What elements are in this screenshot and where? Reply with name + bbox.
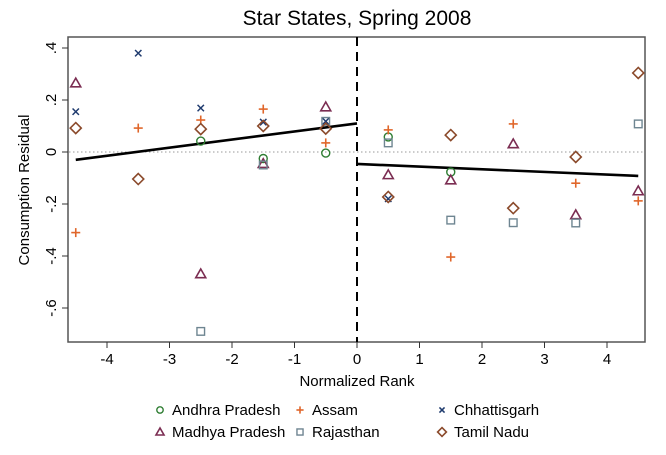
x-tick-label: -2 — [225, 351, 238, 368]
plus-point — [633, 196, 643, 206]
legend: Andhra Pradesh Assam Chhattisgarh Madhya Pr… — [154, 402, 539, 441]
circle-point — [196, 136, 206, 146]
x-legend-icon — [438, 406, 446, 414]
triangle-point — [631, 184, 645, 196]
data-points — [69, 49, 645, 336]
x-point — [134, 49, 142, 57]
x-tick-label: 3 — [540, 351, 548, 368]
circle-legend-icon — [156, 406, 164, 414]
legend-item: Tamil Nadu — [436, 424, 529, 441]
y-axis-label: Consumption Residual — [16, 115, 33, 266]
plus-point — [383, 125, 393, 135]
y-tick-label: -.6 — [43, 299, 60, 317]
triangle-point — [256, 157, 270, 169]
legend-label: Rajasthan — [312, 424, 380, 441]
diamond-point — [256, 119, 270, 133]
triangle-legend-icon — [154, 426, 166, 436]
y-tick-label: -.2 — [43, 195, 60, 213]
x-tick-label: -1 — [288, 351, 301, 368]
chart-title: Star States, Spring 2008 — [243, 7, 472, 30]
diamond-point — [131, 172, 145, 186]
reference-lines — [69, 37, 644, 342]
x-tick-label: 0 — [353, 351, 361, 368]
triangle-point — [444, 173, 458, 185]
square-legend-icon — [296, 428, 304, 436]
legend-item: Rajasthan — [296, 424, 380, 441]
plus-point — [446, 252, 456, 262]
square-point — [196, 326, 206, 336]
x-tick-label: 1 — [415, 351, 423, 368]
legend-item: Andhra Pradesh — [156, 402, 280, 419]
legend-label: Tamil Nadu — [454, 424, 529, 441]
triangle-point — [194, 267, 208, 279]
square-point — [508, 218, 518, 228]
circle-point — [321, 148, 331, 158]
legend-label: Andhra Pradesh — [172, 402, 280, 419]
y-tick-label: 0 — [43, 148, 60, 156]
diamond-point — [631, 66, 645, 80]
triangle-point — [506, 137, 520, 149]
triangle-point — [381, 168, 395, 180]
x-point — [72, 107, 80, 116]
series-assam — [71, 104, 643, 262]
y-tick-label: .2 — [43, 94, 60, 107]
left-fit-line — [75, 122, 358, 162]
x-point — [322, 117, 330, 126]
legend-item: Madhya Pradesh — [154, 424, 285, 441]
plus-point — [571, 178, 581, 188]
diamond-point — [319, 121, 333, 136]
x-axis-label: Normalized Rank — [299, 373, 415, 390]
right-fit-line — [356, 162, 639, 178]
plus-point — [71, 228, 81, 238]
series-tamil-nadu — [69, 66, 645, 215]
x-tick-label: 4 — [603, 351, 611, 368]
legend-label: Madhya Pradesh — [172, 424, 285, 441]
diamond-point — [194, 122, 208, 136]
x-tick-label: -3 — [163, 351, 176, 368]
legend-label: Chhattisgarh — [454, 402, 539, 419]
square-point — [321, 116, 331, 126]
x-point — [197, 104, 205, 112]
square-point — [258, 160, 268, 170]
diamond-legend-icon — [436, 426, 448, 438]
fit-lines — [75, 122, 639, 178]
plus-point — [321, 138, 331, 148]
plus-point — [508, 119, 518, 129]
diamond-point — [69, 121, 83, 135]
square-point — [383, 138, 393, 148]
circle-point — [258, 153, 268, 164]
triangle-point — [69, 76, 83, 88]
x-tick-label: -4 — [100, 351, 113, 368]
y-tick-label: .4 — [43, 42, 60, 55]
diamond-point — [506, 201, 520, 215]
x-axis: -4 -3 -2 -1 0 1 2 3 4 — [100, 342, 611, 368]
square-point — [571, 218, 581, 228]
x-tick-label: 2 — [478, 351, 486, 368]
diamond-point — [381, 190, 395, 204]
square-point — [633, 119, 643, 129]
y-axis: .4 .2 0 -.2 -.4 -.6 — [43, 42, 68, 317]
square-point — [446, 215, 456, 225]
plus-legend-icon — [296, 406, 304, 414]
plus-point — [258, 104, 268, 114]
legend-item: Assam — [296, 402, 358, 419]
legend-item: Chhattisgarh — [438, 402, 539, 419]
legend-label: Assam — [312, 402, 358, 419]
triangle-point — [319, 100, 333, 112]
diamond-point — [569, 150, 583, 164]
y-tick-label: -.4 — [43, 247, 60, 265]
diamond-point — [444, 128, 458, 142]
series-rajasthan — [196, 116, 643, 336]
x-point — [259, 118, 267, 126]
plus-point — [133, 123, 143, 133]
